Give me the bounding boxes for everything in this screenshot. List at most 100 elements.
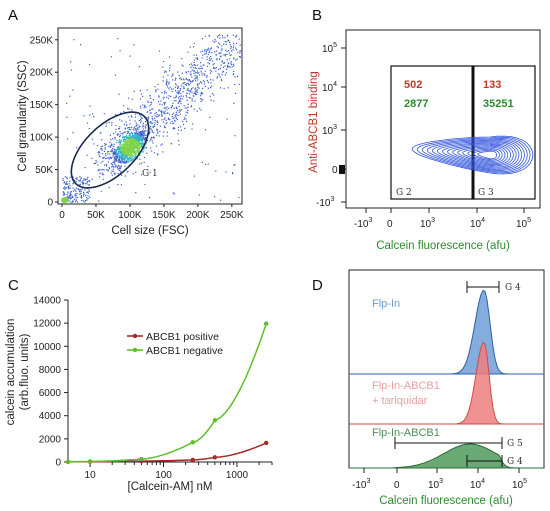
scatter-point: [119, 131, 121, 133]
scatter-point: [122, 153, 124, 155]
scatter-point: [221, 61, 223, 63]
scatter-point: [163, 112, 165, 114]
scatter-point: [98, 151, 100, 153]
scatter-point: [129, 127, 131, 129]
scatter-point: [218, 74, 220, 76]
scatter-point: [204, 50, 206, 52]
scatter-point: [187, 79, 189, 81]
label-flp-in-abcb1-tariquidar-1: Flp-In-ABCB1: [372, 380, 440, 392]
scatter-point: [213, 66, 215, 69]
scatter-point: [79, 193, 81, 195]
scatter-point: [132, 135, 134, 137]
scatter-point: [132, 141, 135, 143]
scatter-point: [149, 131, 151, 133]
contour-line: [447, 143, 514, 167]
scatter-point: [65, 182, 67, 184]
scatter-point: [192, 87, 194, 89]
scatter-point: [127, 149, 129, 151]
scatter-point: [130, 129, 132, 131]
scatter-point: [224, 41, 226, 43]
scatter-point: [133, 128, 135, 130]
scatter-point: [137, 132, 139, 135]
scatter-point: [119, 135, 121, 137]
scatter-point: [128, 132, 130, 134]
scatter-point: [120, 140, 122, 142]
scatter-point: [229, 54, 231, 56]
scatter-point: [123, 149, 125, 151]
scatter-point: [127, 138, 130, 140]
scatter-point: [70, 193, 72, 196]
scatter-point: [144, 127, 147, 129]
scatter-point: [113, 151, 116, 153]
scatter-point: [100, 146, 102, 148]
d-xtick-1e4: 104: [470, 478, 485, 491]
b-xtick-0: 0: [387, 219, 393, 230]
scatter-point: [73, 198, 75, 200]
scatter-point: [171, 90, 173, 93]
scatter-point: [166, 84, 168, 86]
scatter-point: [126, 161, 128, 163]
scatter-point: [195, 57, 197, 59]
scatter-point: [180, 103, 182, 105]
scatter-point: [132, 146, 134, 148]
scatter-point: [149, 112, 151, 114]
scatter-point: [154, 113, 156, 115]
scatter-point: [124, 140, 126, 142]
scatter-point: [119, 147, 121, 149]
scatter-point: [172, 117, 174, 119]
scatter-point: [128, 128, 130, 130]
scatter-point: [186, 99, 188, 101]
scatter-point: [132, 158, 134, 160]
c-xtick-label: 1000: [226, 470, 249, 481]
scatter-point: [185, 118, 187, 120]
scatter-point: [140, 137, 142, 139]
scatter-point: [132, 151, 134, 153]
scatter-point: [181, 58, 183, 60]
scatter-point: [133, 152, 135, 154]
scatter-point: [223, 43, 225, 45]
scatter-point: [72, 187, 74, 189]
scatter-point: [204, 35, 206, 37]
scatter-point: [87, 192, 89, 194]
scatter-point: [120, 141, 122, 143]
scatter-point: [124, 149, 126, 151]
scatter-point: [165, 123, 167, 125]
scatter-point: [100, 162, 102, 164]
scatter-point: [119, 143, 121, 145]
scatter-point: [168, 88, 170, 90]
scatter-point: [87, 198, 89, 200]
scatter-point: [194, 67, 197, 69]
contour-line: [452, 144, 512, 166]
scatter-point: [126, 137, 128, 139]
scatter-point: [208, 63, 211, 65]
scatter-point: [204, 70, 206, 72]
scatter-point: [183, 118, 185, 120]
scatter-point: [109, 167, 111, 170]
scatter-point: [224, 74, 226, 76]
scatter-point: [152, 122, 154, 124]
scatter-point: [80, 177, 82, 179]
scatter-point: [236, 58, 238, 60]
scatter-point: [105, 154, 107, 157]
scatter-point: [178, 144, 180, 146]
scatter-point: [105, 125, 107, 127]
scatter-point: [221, 60, 223, 62]
scatter-point: [133, 140, 135, 143]
scatter-point: [137, 124, 139, 126]
scatter-point: [66, 183, 68, 185]
scatter-point: [131, 142, 133, 145]
scatter-point: [188, 80, 190, 82]
scatter-point: [232, 49, 234, 51]
scatter-point: [154, 115, 156, 117]
scatter-point: [138, 137, 140, 139]
scatter-point: [75, 193, 77, 195]
scatter-point: [191, 80, 193, 82]
scatter-point: [126, 160, 128, 162]
scatter-point: [133, 142, 135, 144]
scatter-point: [238, 83, 240, 85]
scatter-point: [174, 119, 176, 121]
scatter-point: [113, 143, 115, 145]
scatter-point: [121, 120, 123, 122]
a-xtick-label: 0: [59, 210, 65, 221]
scatter-point: [132, 156, 134, 158]
